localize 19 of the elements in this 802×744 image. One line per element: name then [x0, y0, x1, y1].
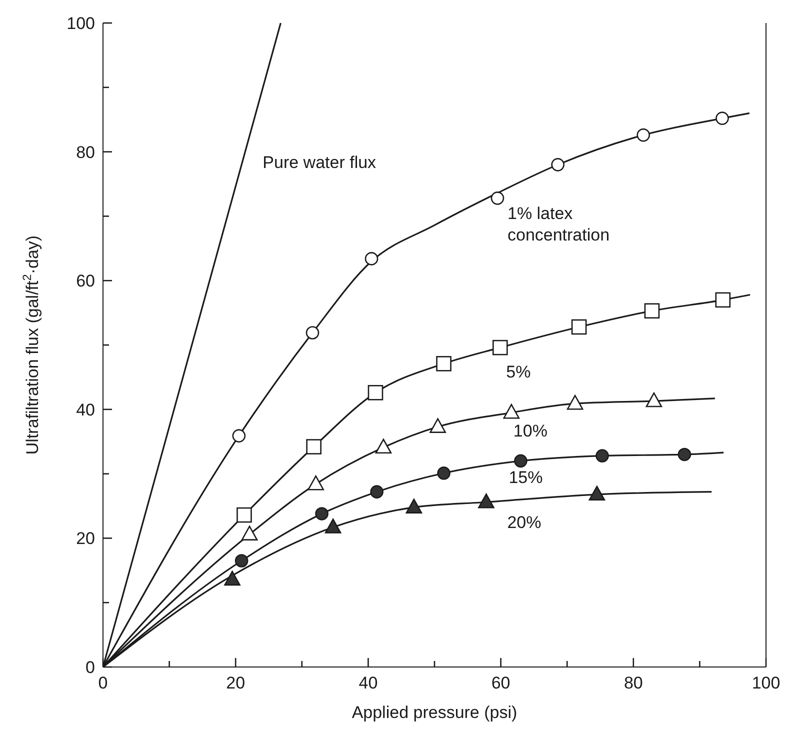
y-tick-label: 80 — [76, 142, 95, 162]
x-axis-title: Applied pressure (psi) — [352, 703, 518, 722]
series-label: 10% — [513, 422, 548, 441]
y-tick-label: 40 — [76, 400, 95, 420]
x-tick-label: 80 — [624, 674, 643, 693]
series-label: 20% — [507, 513, 542, 532]
y-tick-label: 0 — [86, 658, 95, 677]
x-tick-label: 100 — [752, 674, 780, 693]
series-label: 1% latex concentration — [507, 204, 610, 244]
x-tick-label: 0 — [98, 674, 108, 693]
series-label: 5% — [506, 362, 531, 382]
series-label: 15% — [508, 468, 543, 487]
y-tick-label: 20 — [76, 529, 95, 548]
y-tick-label: 60 — [76, 272, 95, 291]
x-tick-label: 60 — [491, 674, 510, 693]
x-tick-label: 40 — [358, 674, 378, 693]
x-tick-label: 20 — [226, 674, 246, 693]
series-label: Pure water flux — [262, 153, 377, 172]
y-tick-label: 100 — [66, 14, 95, 33]
